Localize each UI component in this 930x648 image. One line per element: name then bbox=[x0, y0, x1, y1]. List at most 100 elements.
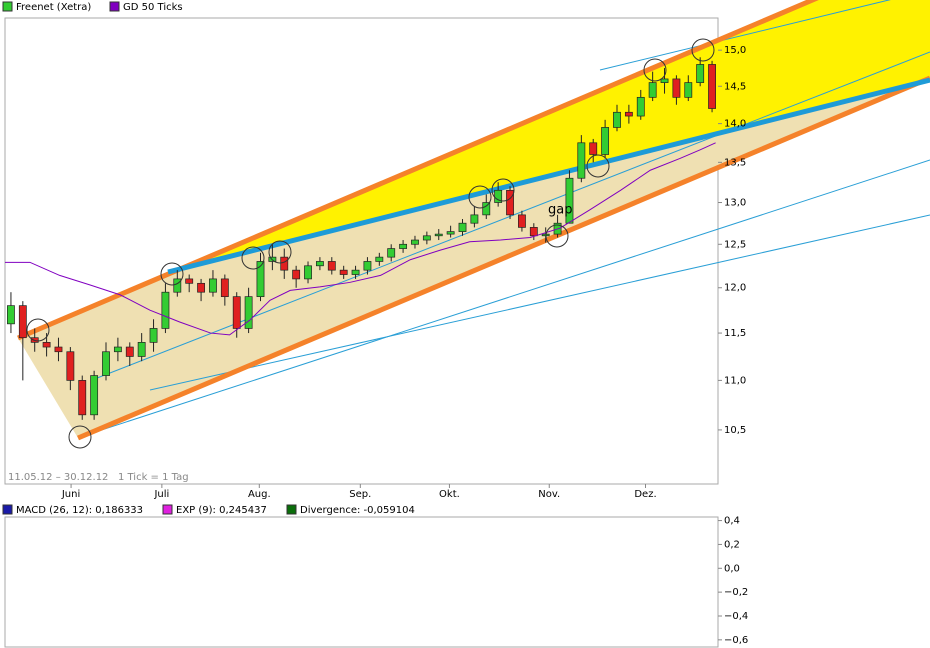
x-tick-label: Okt. bbox=[439, 489, 460, 500]
annotation: gap bbox=[548, 203, 572, 218]
candle-body bbox=[339, 269, 348, 275]
candle-body bbox=[708, 64, 716, 109]
candle-body bbox=[18, 305, 27, 339]
circle bbox=[691, 38, 715, 62]
candle-body bbox=[102, 351, 110, 376]
candle-body bbox=[375, 256, 384, 262]
candle-body bbox=[660, 78, 669, 83]
circle bbox=[268, 240, 292, 264]
candle-body bbox=[648, 82, 657, 98]
moving-average bbox=[5, 142, 716, 336]
y-tick-label: 11,5 bbox=[724, 328, 746, 339]
candle-body bbox=[304, 265, 312, 280]
candle-body bbox=[113, 346, 122, 353]
candle-body bbox=[565, 177, 574, 224]
legend-label: EXP (9): 0,245437 bbox=[176, 505, 267, 516]
x-tick-label: Sep. bbox=[349, 489, 371, 500]
candle-body bbox=[482, 202, 491, 216]
candle-body bbox=[601, 127, 610, 155]
y-tick-label: 0,2 bbox=[724, 539, 740, 550]
legend-swatch bbox=[109, 1, 120, 12]
candle-body bbox=[90, 375, 99, 416]
candle-body bbox=[315, 261, 324, 267]
trend-line bbox=[79, 159, 930, 438]
candle-body bbox=[220, 278, 229, 298]
candle-body bbox=[42, 342, 51, 348]
y-tick-label: 11,0 bbox=[724, 375, 746, 386]
candle-body bbox=[173, 278, 182, 293]
y-tick-label: 12,0 bbox=[724, 283, 746, 294]
candle-body bbox=[197, 282, 205, 293]
candle-body bbox=[434, 233, 443, 237]
legend-swatch bbox=[162, 504, 173, 515]
circle bbox=[586, 154, 610, 178]
candle-body bbox=[232, 296, 241, 329]
circle bbox=[160, 262, 184, 286]
candle-body bbox=[256, 261, 265, 298]
circle bbox=[68, 425, 92, 449]
circle bbox=[545, 224, 569, 248]
circle bbox=[491, 178, 515, 202]
upper-channel-fill bbox=[168, 0, 930, 273]
y-tick-label: 10,5 bbox=[724, 425, 746, 436]
lower-channel-line bbox=[77, 75, 930, 441]
y-tick-label: 15,0 bbox=[724, 45, 746, 56]
candle-body bbox=[577, 142, 586, 179]
date-range-note: 11.05.12 – 30.12.12 1 Tick = 1 Tag bbox=[8, 472, 189, 483]
legend-label: MACD (26, 12): 0,186333 bbox=[16, 505, 143, 516]
candle-body bbox=[518, 214, 526, 228]
candle-body bbox=[624, 111, 633, 117]
candle-body bbox=[351, 269, 360, 275]
candle-body bbox=[7, 305, 15, 325]
y-tick-label: −0,4 bbox=[724, 611, 748, 622]
legend-label: Freenet (Xetra) bbox=[16, 2, 91, 13]
x-tick-label: Aug. bbox=[248, 489, 271, 500]
circle bbox=[643, 58, 667, 82]
candle-body bbox=[446, 231, 455, 235]
legend-label: Divergence: -0,059104 bbox=[300, 505, 415, 516]
x-tick-label: Juni bbox=[61, 489, 80, 500]
candle-body bbox=[636, 96, 645, 117]
candle-body bbox=[280, 256, 289, 271]
candle-body bbox=[458, 222, 467, 232]
candle-body bbox=[399, 243, 408, 249]
y-tick-label: −0,2 bbox=[724, 587, 748, 598]
resistance-line bbox=[167, 77, 930, 275]
candle-body bbox=[54, 346, 63, 353]
y-tick-label: 14,5 bbox=[724, 81, 746, 92]
trend-line bbox=[599, 0, 891, 71]
legend-swatch bbox=[2, 504, 13, 515]
candle-body bbox=[696, 64, 705, 83]
highlight-circles bbox=[26, 38, 715, 449]
candle-body bbox=[672, 78, 681, 98]
candle-body bbox=[363, 261, 372, 271]
legend-label: GD 50 Ticks bbox=[123, 2, 183, 13]
legend-swatch bbox=[286, 504, 297, 515]
candle-body bbox=[209, 278, 217, 293]
y-tick-label: 13,5 bbox=[724, 157, 746, 168]
circle bbox=[241, 246, 265, 270]
x-tick-label: Dez. bbox=[634, 489, 656, 500]
candle-body bbox=[613, 111, 621, 128]
candle-body bbox=[292, 269, 301, 280]
x-tick-label: Nov. bbox=[538, 489, 560, 500]
candle-body bbox=[125, 346, 134, 357]
candle-body bbox=[66, 351, 75, 381]
y-tick-label: 0,0 bbox=[724, 563, 740, 574]
candle-body bbox=[589, 142, 598, 155]
candle-body bbox=[411, 239, 419, 245]
candle-body bbox=[387, 248, 396, 258]
candle-body bbox=[185, 278, 194, 284]
candle-body bbox=[529, 227, 538, 237]
candle-body bbox=[470, 214, 479, 224]
y-tick-label: 0,4 bbox=[724, 516, 740, 527]
circle bbox=[26, 318, 50, 342]
candle-body bbox=[149, 328, 158, 343]
candle-body bbox=[137, 342, 146, 357]
candle-body bbox=[244, 296, 253, 329]
legend-swatch bbox=[2, 1, 13, 12]
candle-body bbox=[422, 235, 431, 241]
y-tick-label: −0,6 bbox=[724, 635, 748, 646]
